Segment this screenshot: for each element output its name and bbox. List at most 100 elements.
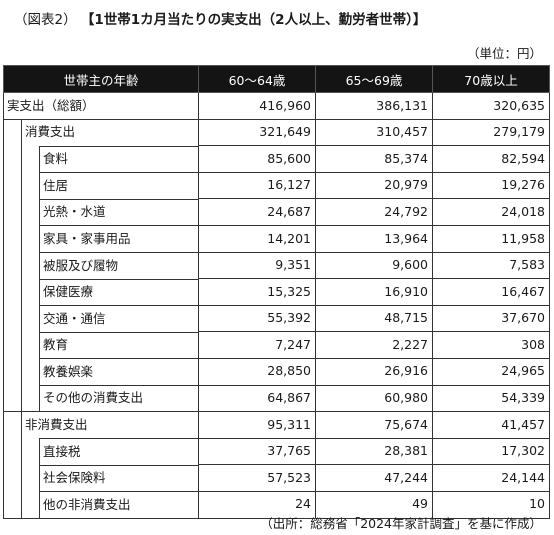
- value-cell: 19,276: [432, 171, 550, 200]
- value-cell: 37,765: [198, 437, 316, 466]
- value-cell: 320,635: [432, 92, 550, 120]
- value-cell: 85,374: [315, 145, 433, 173]
- value-cell: 9,600: [315, 251, 433, 280]
- table-row: 光熱・水道 24,687 24,792 24,018: [3, 198, 550, 226]
- header-70-plus: 70歳以上: [432, 65, 550, 93]
- value-cell: 13,964: [315, 224, 433, 253]
- unit-note: （単位：円）: [466, 46, 542, 61]
- value-cell: 47,244: [315, 464, 433, 492]
- value-cell: 16,910: [315, 278, 433, 306]
- value-cell: 49: [315, 490, 433, 519]
- value-cell: 15,325: [198, 278, 316, 306]
- table-row: 食料 85,600 85,374 82,594: [3, 145, 550, 173]
- value-cell: 11,958: [432, 224, 550, 253]
- row-label-cell: 教養娯楽: [3, 358, 199, 386]
- table-row: 社会保険料 57,523 47,244 24,144: [3, 464, 550, 492]
- row-label-cell: 光熱・水道: [3, 198, 199, 226]
- row-label: 教養娯楽: [43, 363, 94, 379]
- value-cell: 54,339: [432, 384, 550, 413]
- row-label: 実支出（総額）: [7, 97, 95, 113]
- table-row: 家具・家事用品 14,201 13,964 11,958: [3, 224, 550, 253]
- table-row: 直接税 37,765 28,381 17,302: [3, 437, 550, 466]
- value-cell: 28,381: [315, 437, 433, 466]
- figure-label: （図表2）: [14, 12, 77, 28]
- value-cell: 7,247: [198, 331, 316, 359]
- header-60-64: 60～64歳: [198, 65, 316, 93]
- row-label: 保健医療: [43, 284, 94, 300]
- value-cell: 28,850: [198, 357, 316, 386]
- value-cell: 416,960: [198, 92, 316, 120]
- row-label-cell: 非消費支出: [3, 411, 199, 439]
- table-row: その他の消費支出 64,867 60,980 54,339: [3, 384, 550, 413]
- row-label: 被服及び履物: [43, 257, 119, 273]
- value-cell: 17,302: [432, 437, 550, 466]
- row-label-cell: 実支出（総額）: [3, 92, 199, 120]
- figure-heading: 【1世帯1カ月当たりの実支出（2人以上、勤労者世帯）】: [80, 12, 427, 28]
- table-row: 実支出（総額） 416,960 386,131 320,635: [3, 92, 550, 120]
- value-cell: 48,715: [315, 304, 433, 333]
- row-label-cell: 住居: [3, 172, 199, 199]
- header-age: 世帯主の年齢: [3, 65, 199, 93]
- row-label: 食料: [43, 151, 69, 167]
- table-row: 他の非消費支出 24 49 10: [3, 490, 550, 519]
- value-cell: 10: [432, 490, 550, 519]
- header-65-69: 65～69歳: [315, 65, 433, 93]
- row-label-cell: 教育: [3, 331, 199, 359]
- row-label-cell: その他の消費支出: [3, 385, 199, 412]
- table-row: 非消費支出 95,311 75,674 41,457: [3, 411, 550, 439]
- row-label: 消費支出: [25, 124, 76, 140]
- value-cell: 7,583: [432, 251, 550, 280]
- value-cell: 386,131: [315, 92, 433, 120]
- table-row: 教育 7,247 2,227 308: [3, 331, 550, 359]
- value-cell: 14,201: [198, 224, 316, 253]
- row-label-cell: 社会保険料: [3, 464, 199, 492]
- value-cell: 55,392: [198, 304, 316, 333]
- figure-title: （図表2） 【1世帯1カ月当たりの実支出（2人以上、勤労者世帯）】: [14, 8, 544, 28]
- row-label-cell: 被服及び履物: [3, 252, 199, 279]
- row-label-cell: 消費支出: [3, 118, 199, 146]
- value-cell: 24,144: [432, 464, 550, 492]
- value-cell: 24,018: [432, 198, 550, 226]
- row-label-cell: 家具・家事用品: [3, 225, 199, 253]
- table-row: 教養娯楽 28,850 26,916 24,965: [3, 357, 550, 386]
- source-note: （出所：総務省「2024年家計調査」を基に作成）: [260, 516, 542, 531]
- row-label-cell: 食料: [3, 145, 199, 173]
- value-cell: 321,649: [198, 118, 316, 147]
- row-label: 住居: [43, 177, 69, 193]
- value-cell: 24,687: [198, 198, 316, 226]
- value-cell: 308: [432, 331, 550, 359]
- row-label: 家具・家事用品: [43, 231, 131, 247]
- row-label: 他の非消費支出: [43, 496, 131, 512]
- value-cell: 24,792: [315, 198, 433, 226]
- value-cell: 20,979: [315, 171, 433, 200]
- value-cell: 64,867: [198, 384, 316, 413]
- value-cell: 16,127: [198, 171, 316, 200]
- table-header-row: 世帯主の年齢 60～64歳 65～69歳 70歳以上: [3, 65, 550, 93]
- table-row: 被服及び履物 9,351 9,600 7,583: [3, 251, 550, 280]
- value-cell: 24: [198, 490, 316, 519]
- row-label-cell: 直接税: [3, 438, 199, 465]
- expenditure-table: 世帯主の年齢 60～64歳 65～69歳 70歳以上 実支出（総額） 416,96…: [3, 65, 550, 519]
- value-cell: 24,965: [432, 357, 550, 386]
- value-cell: 9,351: [198, 251, 316, 280]
- value-cell: 85,600: [198, 145, 316, 173]
- value-cell: 26,916: [315, 357, 433, 386]
- value-cell: 279,179: [432, 118, 550, 147]
- value-cell: 75,674: [315, 411, 433, 439]
- row-label: その他の消費支出: [43, 390, 144, 406]
- table-body: 実支出（総額） 416,960 386,131 320,635 消費支出 321,649 3…: [3, 92, 550, 519]
- row-label: 光熱・水道: [43, 204, 106, 220]
- table-row: 交通・通信 55,392 48,715 37,670: [3, 304, 550, 333]
- value-cell: 2,227: [315, 331, 433, 359]
- row-label: 非消費支出: [25, 416, 88, 432]
- value-cell: 82,594: [432, 145, 550, 173]
- row-label-cell: 交通・通信: [3, 305, 199, 332]
- value-cell: 41,457: [432, 411, 550, 439]
- table-row: 保健医療 15,325 16,910 16,467: [3, 278, 550, 306]
- value-cell: 57,523: [198, 464, 316, 492]
- table-row: 住居 16,127 20,979 19,276: [3, 171, 550, 200]
- value-cell: 95,311: [198, 411, 316, 439]
- row-label-cell: 他の非消費支出: [3, 491, 199, 519]
- row-label: 社会保険料: [43, 470, 106, 486]
- row-label: 交通・通信: [43, 310, 106, 326]
